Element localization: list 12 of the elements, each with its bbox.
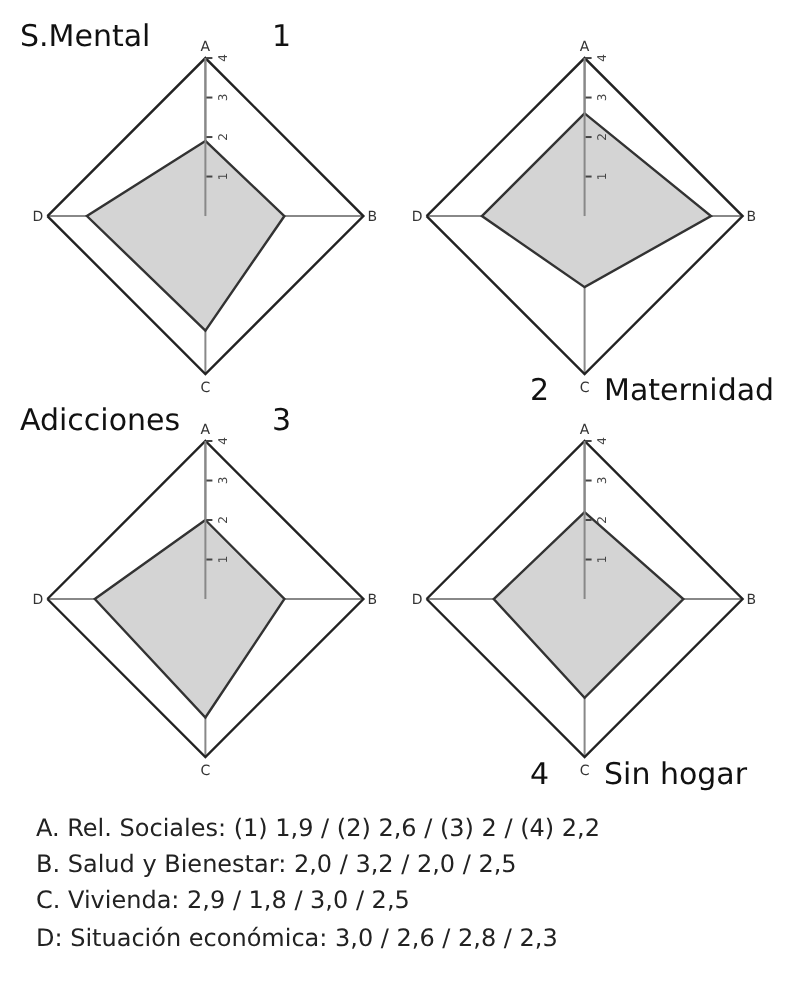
text: 4 bbox=[530, 756, 550, 792]
text: Maternidad bbox=[604, 372, 775, 408]
chart-title: S.Mental bbox=[20, 18, 151, 54]
text: C. Vivienda: 2,9 / 1,8 / 3,0 / 2,5 bbox=[36, 886, 410, 914]
chart-subtitle: 1 bbox=[272, 18, 292, 54]
chart-title: Adicciones bbox=[20, 402, 181, 438]
text: Sin hogar bbox=[604, 756, 749, 792]
text: 2 bbox=[530, 372, 550, 408]
text: A. Rel. Sociales: (1) 1,9 / (2) 2,6 / (3) 2 / (4) 2,2 bbox=[36, 814, 600, 842]
chart-subtitle: 3 bbox=[272, 402, 292, 438]
text: D: Situación económica: 3,0 / 2,6 / 2,8 / 2,3 bbox=[36, 924, 558, 952]
text: B. Salud y Bienestar: 2,0 / 3,2 / 2,0 / 2,5 bbox=[36, 850, 517, 878]
